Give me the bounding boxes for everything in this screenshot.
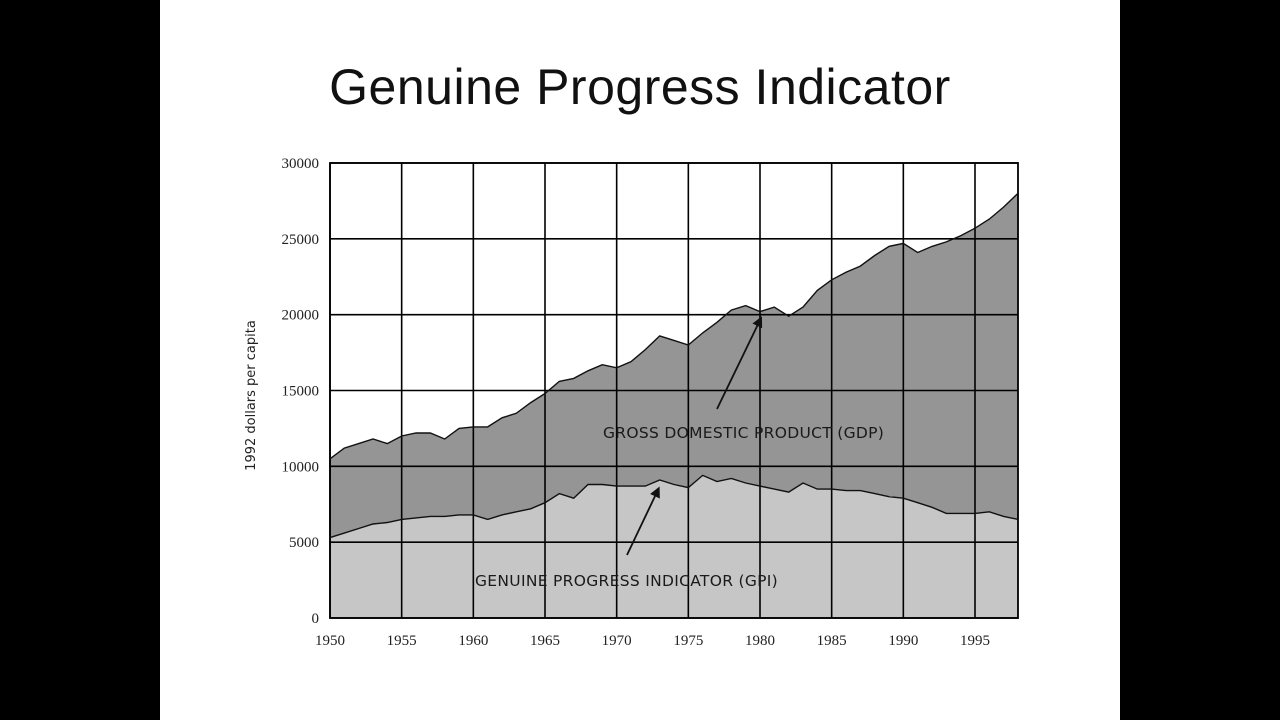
y-tick-label: 15000 xyxy=(282,384,320,400)
gdp-line xyxy=(329,192,1019,460)
chart: 1950 1955 1960 1965 1970 1975 1980 1985 1990 1995… xyxy=(244,156,1019,649)
gpi-annotation-arrow xyxy=(626,486,660,556)
x-tick-label: 1995 xyxy=(960,633,990,649)
x-tick-label: 1955 xyxy=(387,633,417,649)
slide-title: Genuine Progress Indicator xyxy=(329,59,951,115)
y-tick-label: 30000 xyxy=(282,156,320,172)
plot-frame xyxy=(329,162,1019,619)
gpi-annotation-label: GENUINE PROGRESS INDICATOR (GPI) xyxy=(475,572,778,590)
x-tick-label: 1950 xyxy=(315,633,345,649)
y-tick-label: 10000 xyxy=(282,459,320,475)
y-axis-label: 1992 dollars per capita xyxy=(244,320,259,471)
x-tick-label: 1985 xyxy=(817,633,847,649)
x-tick-label: 1965 xyxy=(530,633,560,649)
y-tick-label: 5000 xyxy=(289,535,319,551)
slide: Genuine Progress Indicator 1950 1955 1960 1… xyxy=(160,0,1120,720)
x-tick-label: 1970 xyxy=(602,633,632,649)
x-tick-label: 1980 xyxy=(745,633,775,649)
gdp-annotation-arrow xyxy=(716,316,763,410)
gpi-line xyxy=(329,474,1019,539)
gdp-annotation-label: GROSS DOMESTIC PRODUCT (GDP) xyxy=(603,424,884,442)
y-tick-label: 0 xyxy=(312,611,320,627)
y-tick-label: 25000 xyxy=(282,232,320,248)
x-tick-label: 1990 xyxy=(888,633,918,649)
x-tick-label: 1975 xyxy=(673,633,703,649)
y-tick-label: 20000 xyxy=(282,308,320,324)
gpi-area xyxy=(330,475,1018,618)
x-tick-label: 1960 xyxy=(458,633,488,649)
